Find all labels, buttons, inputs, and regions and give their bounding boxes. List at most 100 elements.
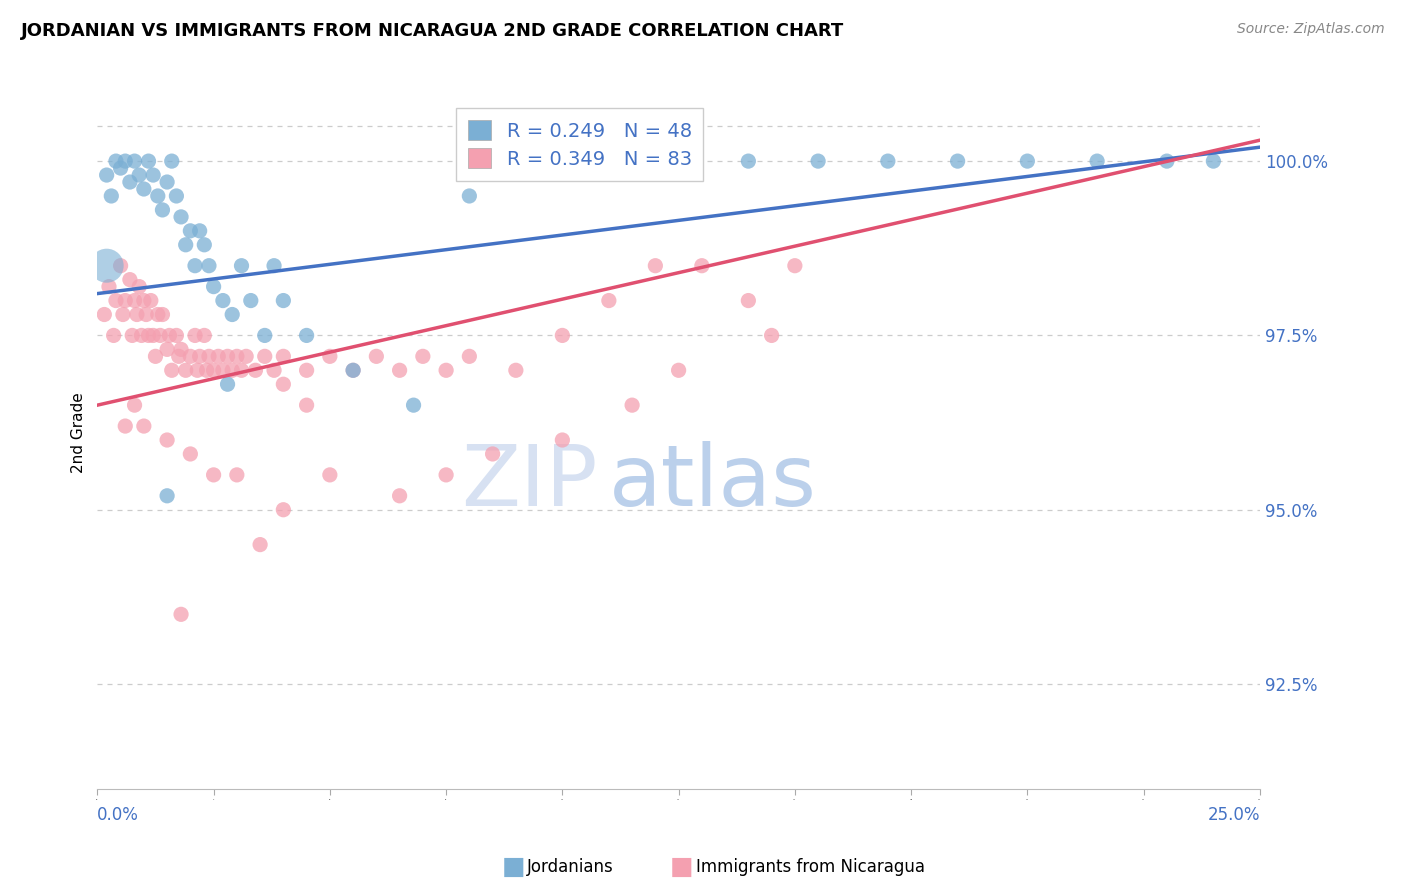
Text: Immigrants from Nicaragua: Immigrants from Nicaragua <box>696 858 925 876</box>
Point <box>319 467 342 482</box>
Point <box>1085 154 1108 169</box>
Point <box>273 349 295 363</box>
Point <box>98 279 121 293</box>
Point <box>202 467 225 482</box>
Point <box>138 154 160 169</box>
Point <box>1017 154 1039 169</box>
Point <box>217 377 239 392</box>
Point <box>319 349 342 363</box>
Text: atlas: atlas <box>609 442 817 524</box>
Point <box>184 259 207 273</box>
Point <box>174 363 197 377</box>
Point <box>202 279 225 293</box>
Point <box>231 259 253 273</box>
Point <box>135 308 157 322</box>
Point <box>434 363 457 377</box>
Point <box>458 189 481 203</box>
Point <box>249 538 271 552</box>
Point <box>156 175 179 189</box>
Point <box>156 343 179 357</box>
Point <box>132 419 155 434</box>
Point <box>217 349 239 363</box>
Point <box>263 259 285 273</box>
Point <box>621 398 644 412</box>
Point <box>195 363 218 377</box>
Point <box>184 328 207 343</box>
Point <box>165 189 187 203</box>
Point <box>145 349 167 363</box>
Point <box>142 168 165 182</box>
Point <box>690 259 713 273</box>
Point <box>1202 154 1225 169</box>
Point <box>160 154 183 169</box>
Point <box>110 161 132 175</box>
Point <box>188 224 211 238</box>
Point <box>253 349 276 363</box>
Point <box>96 259 118 273</box>
Legend: R = 0.249   N = 48, R = 0.349   N = 83: R = 0.249 N = 48, R = 0.349 N = 83 <box>456 109 703 181</box>
Point <box>111 308 134 322</box>
Point <box>1156 154 1178 169</box>
Point <box>167 349 190 363</box>
Point <box>165 328 187 343</box>
Point <box>388 489 411 503</box>
Point <box>388 363 411 377</box>
Point <box>235 349 257 363</box>
Point <box>179 224 201 238</box>
Point <box>96 168 118 182</box>
Point <box>132 182 155 196</box>
Point <box>124 398 146 412</box>
Point <box>253 328 276 343</box>
Point <box>139 293 162 308</box>
Point <box>138 328 160 343</box>
Point <box>402 398 425 412</box>
Point <box>225 467 247 482</box>
Point <box>481 447 503 461</box>
Point <box>263 363 285 377</box>
Point <box>668 154 690 169</box>
Point <box>737 154 759 169</box>
Point <box>174 237 197 252</box>
Point <box>118 175 141 189</box>
Point <box>93 308 115 322</box>
Point <box>156 433 179 447</box>
Point <box>221 308 243 322</box>
Point <box>221 363 243 377</box>
Text: 25.0%: 25.0% <box>1208 806 1260 824</box>
Point <box>434 467 457 482</box>
Point <box>212 363 235 377</box>
Text: JORDANIAN VS IMMIGRANTS FROM NICARAGUA 2ND GRADE CORRELATION CHART: JORDANIAN VS IMMIGRANTS FROM NICARAGUA 2… <box>21 22 845 40</box>
Point <box>193 237 215 252</box>
Point <box>186 363 208 377</box>
Point <box>245 363 267 377</box>
Point <box>342 363 364 377</box>
Point <box>273 502 295 516</box>
Point <box>131 328 153 343</box>
Point <box>125 308 148 322</box>
Point <box>156 489 179 503</box>
Point <box>273 293 295 308</box>
Point <box>160 363 183 377</box>
Point <box>876 154 898 169</box>
Point <box>273 377 295 392</box>
Point <box>239 293 262 308</box>
Point <box>193 328 215 343</box>
Point <box>946 154 969 169</box>
Point <box>644 259 666 273</box>
Point <box>737 293 759 308</box>
Point <box>761 328 783 343</box>
Point <box>121 328 143 343</box>
Point <box>179 447 201 461</box>
Point <box>212 293 235 308</box>
Point <box>807 154 830 169</box>
Point <box>118 273 141 287</box>
Point <box>124 293 146 308</box>
Point <box>551 433 574 447</box>
Text: 0.0%: 0.0% <box>97 806 139 824</box>
Point <box>110 259 132 273</box>
Point <box>114 154 136 169</box>
Point <box>132 293 155 308</box>
Point <box>295 398 318 412</box>
Point <box>128 279 150 293</box>
Point <box>295 328 318 343</box>
